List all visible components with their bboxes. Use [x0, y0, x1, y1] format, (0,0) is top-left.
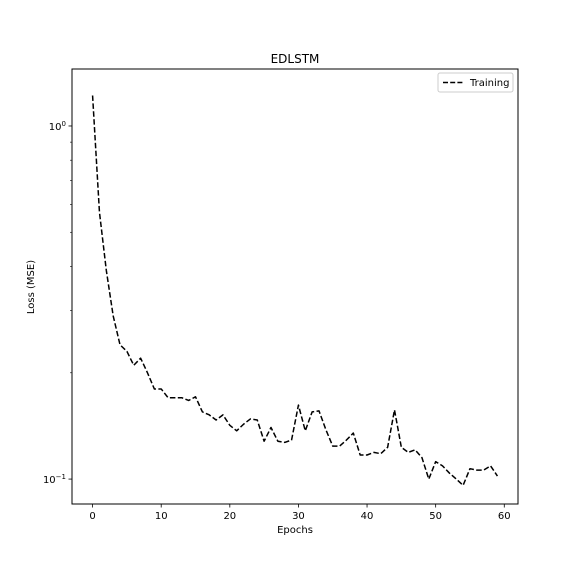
legend: Training [437, 72, 514, 93]
x-tick-label-30: 30 [292, 511, 305, 522]
legend-label-training: Training [469, 78, 509, 89]
y-axis-label: Loss (MSE) [26, 260, 37, 314]
y-tick-label-0: 10−1 [43, 473, 66, 486]
x-tick-label-0: 0 [89, 511, 95, 522]
chart-title: EDLSTM [271, 52, 320, 66]
x-tick-label-40: 40 [361, 511, 374, 522]
plot-area: 0 10 20 30 40 50 60 10−1 100 [43, 68, 519, 522]
x-axis-label: Epochs [277, 525, 313, 536]
series-line-training [91, 95, 499, 487]
x-tick-label-10: 10 [155, 511, 168, 522]
y-tick-label-1: 100 [49, 120, 66, 133]
legend-box [437, 72, 514, 93]
axes-frame [71, 68, 519, 505]
x-tick-label-60: 60 [498, 511, 511, 522]
x-tick-label-20: 20 [223, 511, 236, 522]
x-tick-label-50: 50 [429, 511, 442, 522]
